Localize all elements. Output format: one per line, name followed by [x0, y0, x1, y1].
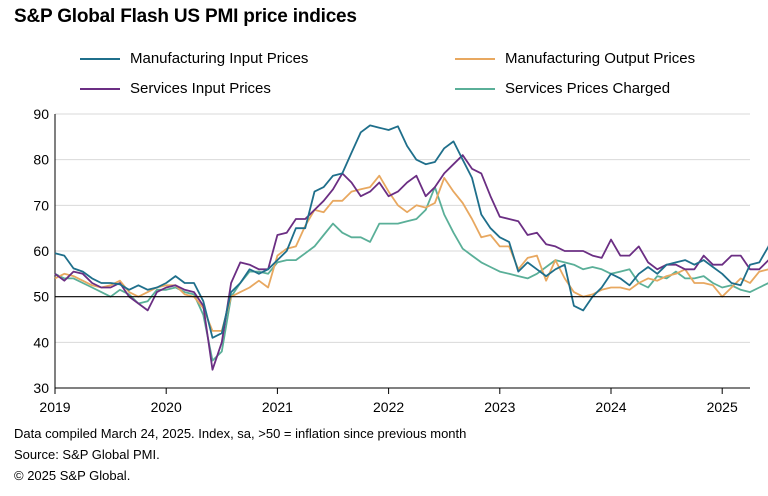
series-line-services-input-prices — [54, 154, 768, 371]
y-tick-label-30: 30 — [33, 380, 49, 396]
x-tick-label-2025: 2025 — [707, 399, 738, 415]
series-line-manufacturing-output-prices — [54, 174, 768, 332]
legend-label-services-charged: Services Prices Charged — [505, 80, 671, 97]
legend-swatch-manufacturing-output — [455, 57, 495, 60]
legend-label-manufacturing-input: Manufacturing Input Prices — [130, 50, 309, 67]
series-line-manufacturing-input-prices — [54, 124, 768, 339]
legend-swatch-services-charged — [455, 87, 495, 90]
legend-item-services-charged: Services Prices Charged — [455, 80, 670, 97]
series-line-services-prices-charged — [54, 186, 768, 362]
x-tick-label-2021: 2021 — [262, 399, 293, 415]
y-tick-label-90: 90 — [33, 106, 49, 122]
y-tick-label-80: 80 — [33, 152, 49, 168]
chart-title: S&P Global Flash US PMI price indices — [14, 6, 357, 27]
x-tick-label-2019: 2019 — [39, 399, 70, 415]
x-tick-label-2022: 2022 — [373, 399, 404, 415]
y-tick-label-70: 70 — [33, 197, 49, 213]
legend-label-manufacturing-output: Manufacturing Output Prices — [505, 50, 696, 67]
footnote-copyright: © 2025 S&P Global. — [14, 468, 131, 483]
legend-swatch-services-input — [80, 87, 120, 90]
legend-item-services-input: Services Input Prices — [80, 80, 271, 97]
legend-label-services-input: Services Input Prices — [130, 80, 271, 97]
footnote-data-compiled: Data compiled March 24, 2025. Index, sa,… — [14, 426, 467, 441]
y-tick-label-60: 60 — [33, 243, 49, 259]
legend-swatch-manufacturing-input — [80, 57, 120, 60]
legend-item-manufacturing-output: Manufacturing Output Prices — [455, 50, 695, 67]
x-tick-label-2020: 2020 — [151, 399, 182, 415]
legend-item-manufacturing-input: Manufacturing Input Prices — [80, 50, 308, 67]
footnote-source: Source: S&P Global PMI. — [14, 447, 160, 462]
y-tick-label-40: 40 — [33, 334, 49, 350]
y-tick-label-50: 50 — [33, 289, 49, 305]
x-tick-label-2023: 2023 — [484, 399, 515, 415]
x-tick-label-2024: 2024 — [595, 399, 626, 415]
